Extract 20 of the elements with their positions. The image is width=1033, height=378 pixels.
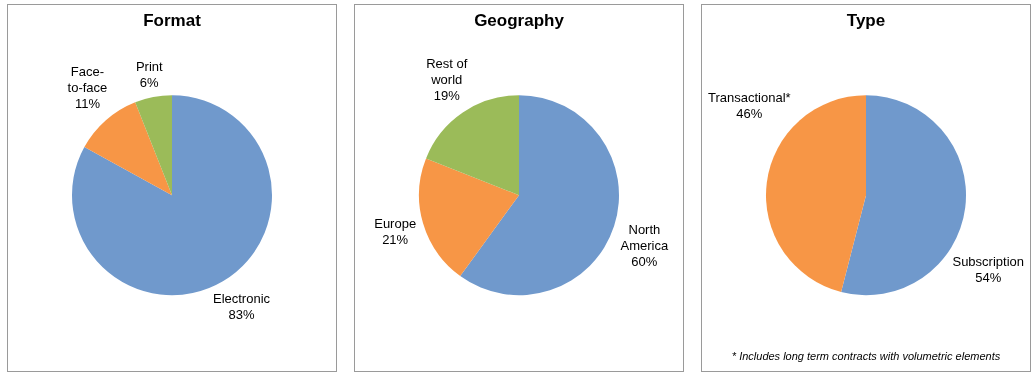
- chart-title: Type: [846, 10, 886, 30]
- slice-label: North America: [620, 221, 669, 253]
- text: * Includes long term contracts with volumetric elements: [731, 350, 1001, 363]
- chart-title: Geography: [474, 10, 565, 30]
- data-label: 60%: [631, 253, 658, 269]
- slice-label: Europe: [374, 215, 417, 231]
- data-label: 83%: [228, 306, 255, 322]
- data-label: 11%: [74, 96, 101, 112]
- chart-title: Format: [143, 10, 202, 30]
- slice-label: Transactional*: [707, 90, 791, 106]
- slice-label: Rest of world: [426, 56, 468, 88]
- data-label: 46%: [736, 106, 763, 122]
- slice-label: Electronic: [212, 290, 271, 306]
- data-label: 54%: [975, 270, 1002, 286]
- data-label: 6%: [139, 74, 160, 90]
- data-label: 19%: [433, 88, 461, 104]
- slice-label: Print: [135, 58, 164, 74]
- slice-label: Face-to-face: [67, 64, 108, 96]
- slice-label: Subscription: [952, 254, 1024, 270]
- data-label: 21%: [382, 231, 409, 247]
